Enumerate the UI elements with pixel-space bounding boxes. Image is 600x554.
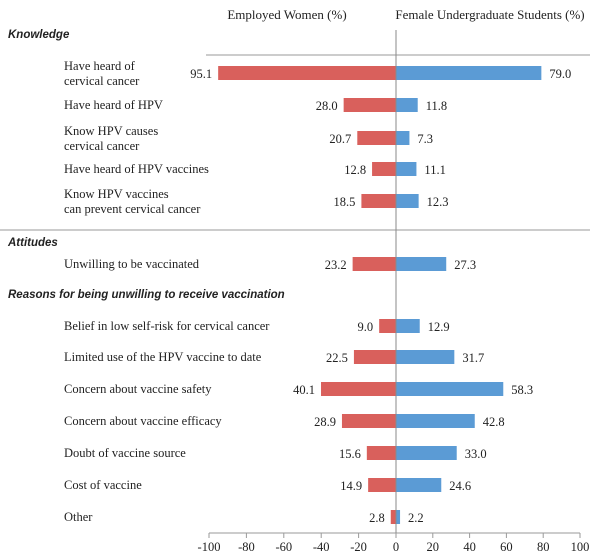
value-label-students-0-1: 11.8 (426, 99, 447, 113)
bar-students-2-4 (396, 446, 457, 460)
bar-students-2-1 (396, 350, 455, 364)
bar-students-2-2 (396, 382, 504, 396)
bar-women-2-4 (366, 446, 396, 460)
category-label-2-6: Other (64, 510, 93, 524)
value-label-students-0-0: 79.0 (549, 67, 571, 81)
bar-students-0-2 (396, 131, 410, 145)
bar-students-0-1 (396, 98, 418, 112)
section-title-0: Knowledge (8, 29, 70, 41)
category-label-0-4-line1: Know HPV vaccines (64, 187, 169, 201)
value-label-women-2-4: 15.6 (339, 447, 361, 461)
x-tick-label-0: -100 (198, 540, 221, 554)
value-label-women-0-0: 95.1 (190, 67, 212, 81)
category-label-2-4: Doubt of vaccine source (64, 446, 186, 460)
value-label-students-2-6: 2.2 (408, 511, 424, 525)
value-label-students-2-0: 12.9 (428, 320, 450, 334)
bar-students-0-0 (396, 66, 542, 80)
x-tick-label-5: 0 (393, 540, 399, 554)
x-tick-label-8: 60 (500, 540, 513, 554)
x-tick-label-6: 20 (427, 540, 440, 554)
bar-women-2-1 (353, 350, 396, 364)
x-tick-label-10: 100 (571, 540, 590, 554)
legend-employed-women: Employed Women (%) (227, 7, 346, 22)
bar-women-2-0 (379, 319, 396, 333)
bar-women-0-2 (357, 131, 396, 145)
value-label-students-2-3: 42.8 (483, 415, 505, 429)
bar-women-2-3 (341, 414, 396, 428)
value-label-women-2-2: 40.1 (293, 383, 315, 397)
value-label-students-2-2: 58.3 (511, 383, 533, 397)
value-label-women-2-3: 28.9 (314, 415, 336, 429)
x-tick-label-7: 40 (463, 540, 476, 554)
category-label-2-1: Limited use of the HPV vaccine to date (64, 350, 262, 364)
value-label-students-2-4: 33.0 (465, 447, 487, 461)
value-label-women-2-5: 14.9 (340, 479, 362, 493)
value-label-women-0-1: 28.0 (316, 99, 338, 113)
value-label-students-2-5: 24.6 (449, 479, 471, 493)
value-label-women-0-3: 12.8 (344, 163, 366, 177)
value-label-women-0-2: 20.7 (329, 132, 351, 146)
bar-women-1-0 (352, 257, 396, 271)
category-label-0-3: Have heard of HPV vaccines (64, 162, 209, 176)
bar-women-2-5 (368, 478, 396, 492)
section-title-1: Attitudes (7, 237, 58, 249)
value-label-women-2-6: 2.8 (369, 511, 385, 525)
category-label-0-2-line1: Know HPV causes (64, 124, 158, 138)
value-label-students-0-2: 7.3 (417, 132, 433, 146)
bar-students-1-0 (396, 257, 447, 271)
value-label-students-0-3: 11.1 (424, 163, 445, 177)
x-tick-label-2: -60 (275, 540, 292, 554)
x-tick-label-9: 80 (537, 540, 550, 554)
category-label-2-3: Concern about vaccine efficacy (64, 414, 222, 428)
bar-students-2-0 (396, 319, 420, 333)
category-label-0-0-line1: Have heard of (64, 59, 136, 73)
category-label-2-5: Cost of vaccine (64, 478, 142, 492)
bar-women-2-2 (321, 382, 396, 396)
category-label-2-2: Concern about vaccine safety (64, 382, 212, 396)
section-title-2: Reasons for being unwilling to receive v… (8, 289, 285, 301)
bar-students-2-5 (396, 478, 442, 492)
value-label-students-1-0: 27.3 (454, 258, 476, 272)
value-label-women-1-0: 23.2 (325, 258, 347, 272)
bar-students-0-3 (396, 162, 417, 176)
bar-women-0-3 (372, 162, 396, 176)
category-label-0-0-line2: cervical cancer (64, 74, 140, 88)
category-label-0-4-line2: can prevent cervical cancer (64, 202, 201, 216)
category-label-0-2-line2: cervical cancer (64, 139, 140, 153)
category-label-0-1: Have heard of HPV (64, 98, 163, 112)
bar-women-0-1 (343, 98, 396, 112)
x-tick-label-4: -20 (350, 540, 367, 554)
bar-women-0-4 (361, 194, 396, 208)
bar-students-0-4 (396, 194, 419, 208)
category-label-1-0: Unwilling to be vaccinated (64, 257, 200, 271)
x-tick-label-1: -80 (238, 540, 255, 554)
value-label-students-2-1: 31.7 (462, 351, 484, 365)
legend-female-students: Female Undergraduate Students (%) (395, 7, 584, 22)
value-label-women-2-0: 9.0 (358, 320, 374, 334)
bar-women-2-6 (390, 510, 396, 524)
x-tick-label-3: -40 (313, 540, 330, 554)
value-label-women-0-4: 18.5 (334, 195, 356, 209)
bar-women-0-0 (218, 66, 396, 80)
value-label-students-0-4: 12.3 (427, 195, 449, 209)
bar-students-2-6 (396, 510, 401, 524)
bar-students-2-3 (396, 414, 475, 428)
value-label-women-2-1: 22.5 (326, 351, 348, 365)
category-label-2-0: Belief in low self-risk for cervical can… (64, 319, 270, 333)
